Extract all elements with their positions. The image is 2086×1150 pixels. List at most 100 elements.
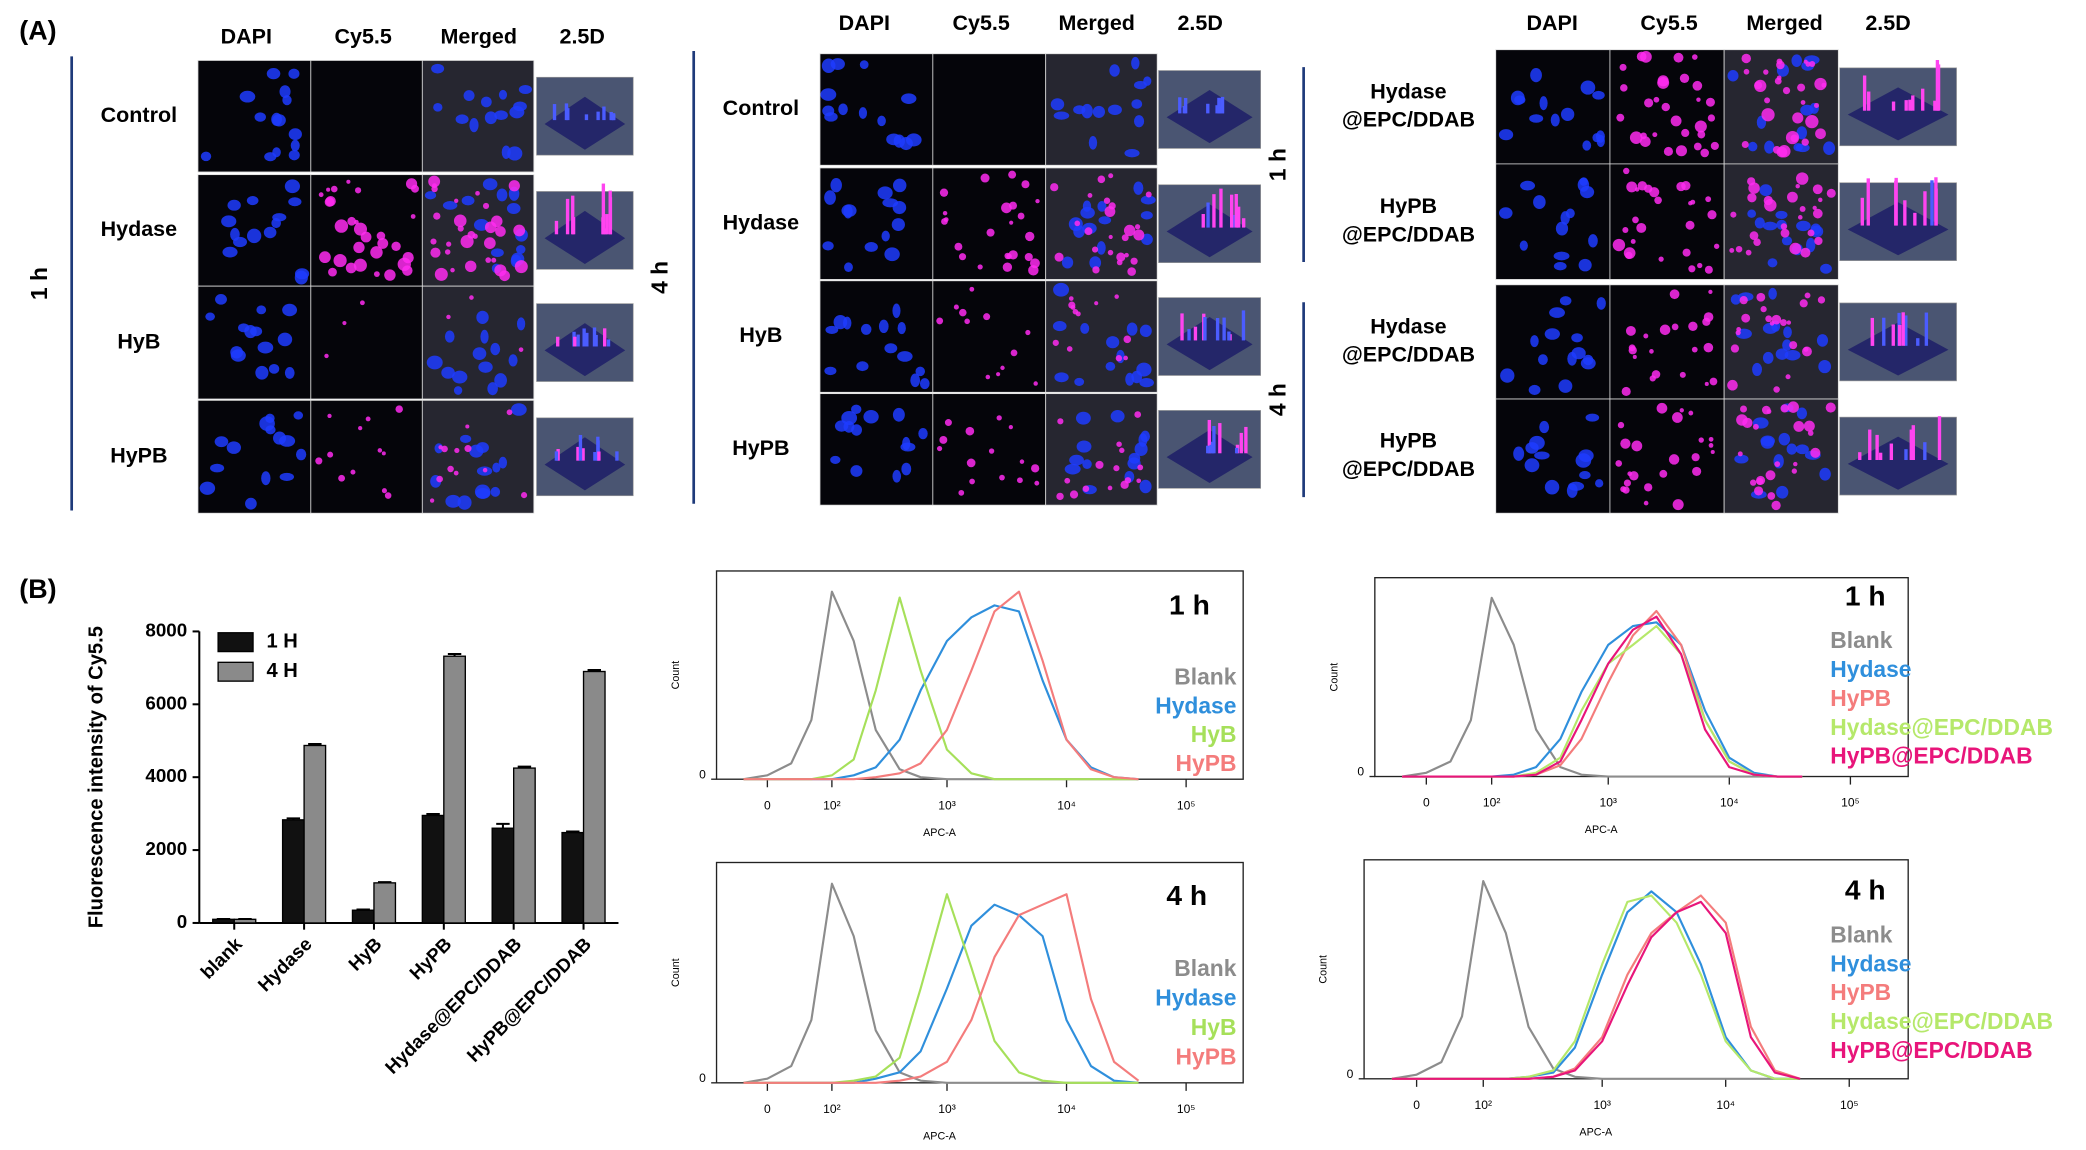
surface-peak: [1903, 200, 1907, 226]
micrograph: [1609, 284, 1725, 400]
cy55-signal: [499, 270, 510, 282]
cy55-signal: [942, 210, 948, 216]
cy55-signal: [1774, 461, 1781, 467]
cy55-signal: [1785, 374, 1791, 380]
cy55-signal: [359, 300, 365, 306]
row-label: Hydase: [1370, 79, 1446, 103]
y-axis-label: Count: [670, 958, 682, 987]
nucleus: [859, 60, 869, 70]
cy55-signal: [1707, 210, 1717, 220]
surface-plot-base: [544, 323, 626, 377]
cy55-signal: [1809, 60, 1816, 68]
row-label: @EPC/DDAB: [1342, 108, 1475, 132]
nucleus: [897, 322, 906, 335]
x-tick-label: HyPB@EPC/DDAB: [463, 933, 596, 1066]
nucleus: [294, 270, 308, 285]
column-header: 2.5D: [1177, 11, 1222, 35]
y-tick-label: 0: [1357, 765, 1364, 779]
surface-peak: [1897, 324, 1902, 346]
nucleus: [1582, 140, 1592, 151]
cy55-signal: [1092, 266, 1100, 274]
column-header: Merged: [1746, 11, 1822, 35]
cy55-signal: [464, 445, 472, 453]
nucleus: [1727, 70, 1739, 82]
nucleus: [1514, 95, 1526, 105]
x-tick-label: 10⁵: [1841, 796, 1859, 810]
cy55-signal: [1074, 220, 1081, 227]
cy55-signal: [1659, 324, 1671, 336]
nucleus: [221, 215, 237, 228]
nucleus: [1131, 56, 1140, 70]
cy55-signal: [1628, 346, 1637, 355]
nucleus: [1550, 113, 1560, 127]
cy55-signal: [1694, 120, 1707, 133]
surface-peak: [1219, 188, 1223, 228]
cy55-signal: [1743, 68, 1750, 75]
surface-peak: [1934, 177, 1938, 226]
surface-peak: [1180, 313, 1184, 341]
nucleus: [1074, 377, 1085, 386]
cy55-signal: [1136, 478, 1142, 484]
cy55-signal: [986, 228, 995, 237]
cy55-signal: [326, 187, 331, 192]
legend-label: Hydase: [1155, 985, 1236, 1011]
surface-peak: [576, 446, 580, 461]
x-tick-label: 10²: [823, 798, 840, 812]
cy55-signal: [1644, 184, 1653, 193]
cy55-signal: [1780, 319, 1787, 326]
row-label: Hydase: [101, 217, 177, 241]
nucleus: [1133, 80, 1147, 90]
cy55-signal: [1025, 231, 1035, 242]
cy55-signal: [939, 436, 948, 444]
nucleus: [250, 326, 263, 337]
histogram-curve: [743, 893, 1139, 1084]
cy55-signal: [1688, 410, 1694, 416]
cy55-signal: [370, 246, 383, 259]
column-header: Merged: [1059, 11, 1135, 35]
cy55-signal: [475, 190, 480, 196]
micrograph: [932, 53, 1047, 166]
cy55-signal: [1629, 131, 1643, 144]
cy55-signal: [1123, 355, 1128, 361]
cy55-signal: [454, 198, 459, 203]
nucleus: [1818, 359, 1832, 374]
cy55-signal: [1659, 469, 1668, 478]
cy55-signal: [1698, 437, 1704, 443]
cy55-signal: [953, 304, 959, 310]
x-tick-label: 10⁴: [1057, 798, 1076, 812]
nucleus: [1539, 420, 1550, 434]
micrograph: [197, 285, 312, 400]
nucleus: [480, 329, 489, 344]
cy55-signal: [1692, 80, 1703, 91]
surface-peak: [1904, 100, 1908, 111]
error-bar: [377, 881, 392, 884]
nucleus: [257, 341, 274, 354]
time-label: 1 h: [26, 267, 52, 300]
cy55-signal: [1807, 229, 1815, 237]
cy55-signal: [1120, 480, 1129, 489]
nucleus: [1734, 454, 1749, 464]
nucleus: [901, 462, 912, 476]
nucleus: [820, 88, 837, 101]
surface-peak: [596, 111, 600, 121]
y-tick-label: 0: [699, 767, 706, 781]
nucleus: [1762, 221, 1778, 231]
row-label: Hydase: [723, 210, 799, 234]
cy55-signal: [353, 258, 367, 272]
cy55-signal: [1692, 466, 1702, 476]
cy55-signal: [1814, 236, 1823, 246]
surface-peak: [1239, 432, 1243, 454]
cy55-signal: [324, 353, 329, 359]
nucleus: [1783, 326, 1792, 339]
surface-peak: [554, 220, 559, 235]
nucleus: [507, 146, 523, 161]
nucleus: [1823, 141, 1836, 156]
nucleus: [476, 310, 489, 324]
cy55-signal: [1771, 314, 1782, 325]
nucleus: [863, 409, 879, 424]
cy55-signal: [1028, 265, 1039, 276]
cy55-signal: [1782, 86, 1791, 95]
cy55-signal: [1826, 188, 1836, 198]
surface-peak: [571, 195, 575, 235]
nucleus: [433, 103, 443, 112]
